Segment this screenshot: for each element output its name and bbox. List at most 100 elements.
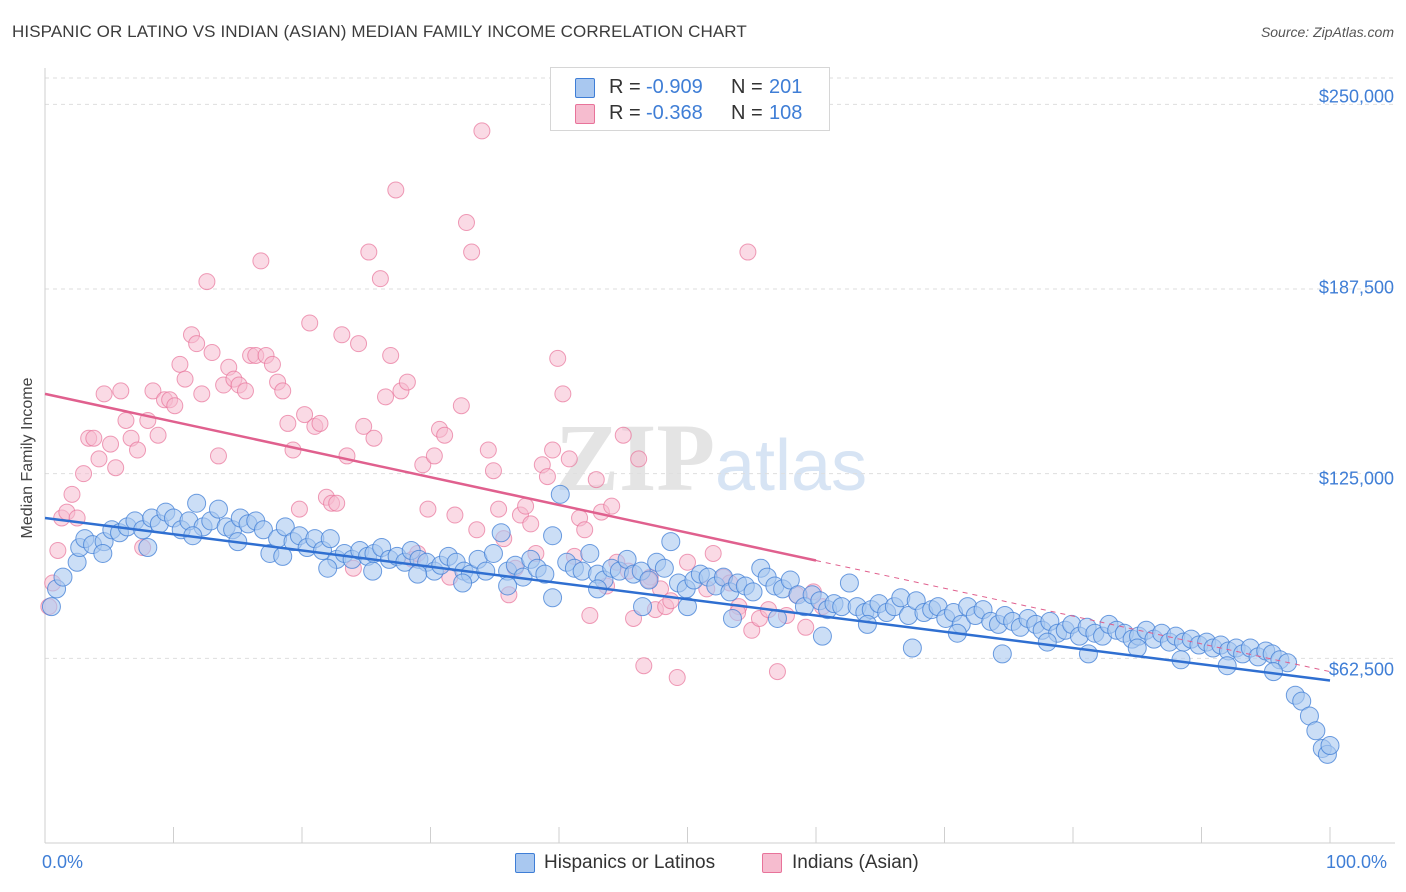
hispanics-point bbox=[678, 597, 697, 617]
legend-r-label: R = bbox=[609, 102, 641, 124]
indians-asian-point bbox=[371, 270, 389, 288]
legend-r-label: R = bbox=[609, 76, 641, 98]
indians-asian-point bbox=[517, 497, 535, 515]
indians-asian-point bbox=[377, 388, 395, 406]
hispanics-point bbox=[41, 597, 61, 617]
indians-asian-point bbox=[581, 606, 599, 624]
watermark-atlas: atlas bbox=[715, 426, 867, 506]
indians-asian-point bbox=[614, 426, 632, 444]
hispanics-point bbox=[363, 561, 383, 581]
indians-asian-point bbox=[365, 429, 383, 447]
hispanics-point bbox=[476, 561, 496, 581]
indians-asian-point bbox=[544, 441, 562, 459]
hispanics-point bbox=[891, 588, 911, 608]
pink-swatch-icon bbox=[575, 104, 595, 124]
hispanics-point bbox=[1037, 632, 1057, 652]
indians-asian-point bbox=[587, 471, 605, 489]
hispanics-point bbox=[93, 543, 113, 563]
indians-asian-point bbox=[490, 500, 508, 518]
y-axis-label: Median Family Income bbox=[19, 377, 36, 539]
indians-asian-point bbox=[209, 447, 227, 465]
indians-asian-point bbox=[144, 382, 162, 400]
indians-asian-point bbox=[171, 355, 189, 373]
indians-asian-point bbox=[382, 346, 400, 364]
indians-asian-point bbox=[49, 541, 67, 559]
hispanics-point bbox=[550, 484, 570, 504]
indians-asian-point bbox=[457, 214, 475, 232]
hispanics-point bbox=[1320, 735, 1340, 755]
indians-asian-point bbox=[198, 273, 216, 291]
chart-title: HISPANIC OR LATINO VS INDIAN (ASIAN) MED… bbox=[12, 22, 747, 41]
indians-asian-point bbox=[193, 385, 211, 403]
legend-n-value: 201 bbox=[769, 76, 803, 98]
hispanics-point bbox=[1078, 644, 1098, 664]
legend-label-indians: Indians (Asian) bbox=[792, 852, 919, 873]
indians-asian-point bbox=[188, 335, 206, 353]
indians-asian-point bbox=[468, 521, 486, 539]
hispanics-point bbox=[320, 529, 340, 549]
hispanics-point bbox=[253, 520, 273, 540]
hispanics-point bbox=[187, 493, 207, 513]
indians-asian-point bbox=[112, 382, 130, 400]
indians-asian-point bbox=[425, 447, 443, 465]
hispanics-point bbox=[318, 558, 338, 578]
hispanics-point bbox=[208, 499, 228, 519]
indians-asian-point bbox=[463, 243, 481, 261]
legend-r-value: -0.368 bbox=[646, 102, 703, 124]
hispanics-point bbox=[491, 523, 511, 543]
indians-asian-point bbox=[479, 441, 497, 459]
indians-asian-point bbox=[350, 335, 368, 353]
indians-asian-point bbox=[743, 621, 761, 639]
y-tick-label: $187,500 bbox=[1318, 277, 1394, 298]
indians-asian-point bbox=[252, 252, 270, 270]
legend-n-value: 108 bbox=[769, 102, 803, 124]
indians-asian-point bbox=[446, 506, 464, 524]
indians-asian-point bbox=[436, 426, 454, 444]
hispanics-point bbox=[902, 638, 922, 658]
indians-asian-point bbox=[679, 553, 696, 571]
indians-asian-point bbox=[473, 122, 491, 140]
hispanics-point bbox=[857, 614, 877, 634]
hispanics-point bbox=[812, 626, 832, 646]
indians-asian-point bbox=[398, 373, 416, 391]
hispanics-point bbox=[992, 644, 1012, 664]
hispanics-point bbox=[572, 561, 592, 581]
indians-trend-line bbox=[44, 392, 817, 562]
indians-asian-point bbox=[75, 465, 93, 483]
hispanics-point bbox=[654, 558, 674, 578]
hispanics-trend-line bbox=[44, 516, 1331, 682]
indians-asian-point bbox=[290, 500, 308, 518]
x-tick-label: 0.0% bbox=[42, 852, 84, 872]
hispanics-point bbox=[639, 570, 659, 590]
indians-asian-point bbox=[149, 426, 167, 444]
hispanics-point bbox=[543, 526, 563, 546]
indians-asian-point bbox=[90, 450, 108, 468]
indians-asian-point bbox=[95, 385, 113, 403]
hispanics-point bbox=[53, 567, 73, 587]
indians-asian-point bbox=[797, 618, 815, 636]
indians-asian-point bbox=[549, 349, 567, 367]
indians-asian-point bbox=[522, 515, 540, 533]
hispanics-point bbox=[580, 543, 600, 563]
hispanics-point bbox=[1292, 691, 1312, 711]
indians-asian-point bbox=[236, 382, 254, 400]
axes bbox=[44, 68, 1395, 844]
indians-asian-point bbox=[301, 314, 319, 332]
indians-asian-point bbox=[630, 450, 648, 468]
hispanics-point bbox=[453, 573, 473, 593]
indians-asian-point bbox=[538, 468, 556, 486]
legend-label-hispanics: Hispanics or Latinos bbox=[544, 852, 716, 873]
legend-r-value: -0.909 bbox=[646, 76, 703, 98]
indians-trend-line-extension bbox=[815, 560, 1331, 673]
y-tick-label: $125,000 bbox=[1318, 468, 1394, 489]
indians-asian-point bbox=[576, 521, 594, 539]
y-tick-label: $62,500 bbox=[1328, 659, 1394, 680]
hispanics-point bbox=[138, 538, 158, 558]
hispanics-point bbox=[483, 543, 503, 563]
indians-asian-point bbox=[117, 411, 135, 429]
hispanics-point bbox=[743, 582, 763, 602]
legend-swatch-indians-icon bbox=[762, 853, 782, 873]
legend-swatch-hispanics-icon bbox=[515, 853, 535, 873]
indians-asian-point bbox=[274, 382, 292, 400]
x-tick-label: 100.0% bbox=[1326, 852, 1388, 872]
